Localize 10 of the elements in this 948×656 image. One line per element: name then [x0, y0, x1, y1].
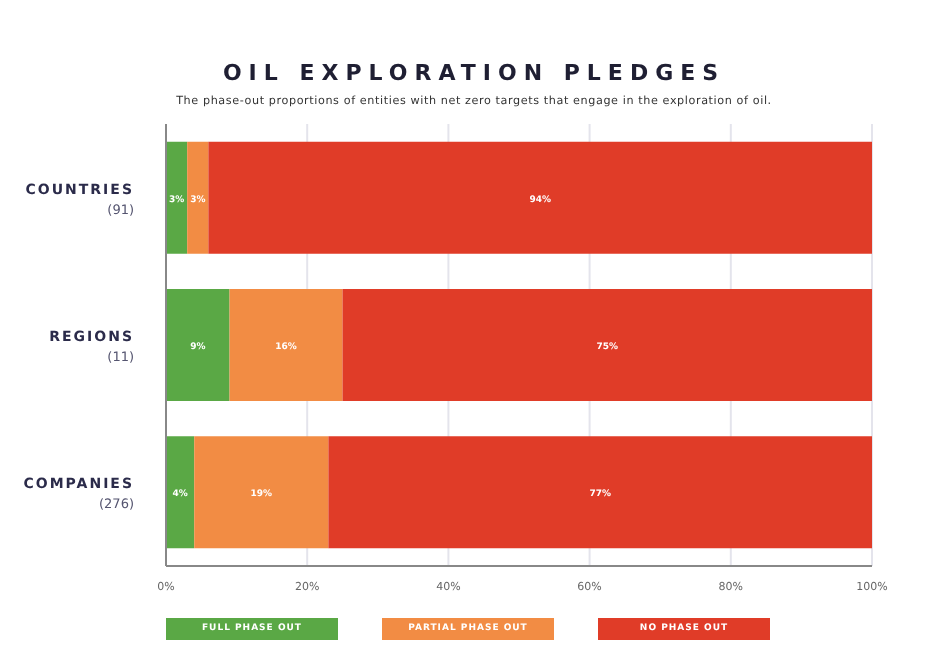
bar	[229, 289, 343, 402]
bar	[166, 141, 188, 254]
bar	[342, 289, 872, 402]
bar	[166, 289, 230, 402]
chart-title: OIL EXPLORATION PLEDGES	[220, 60, 728, 86]
bar	[166, 436, 195, 549]
bar	[194, 436, 329, 549]
bar	[328, 436, 872, 549]
bar	[208, 141, 872, 254]
bar	[187, 141, 209, 254]
